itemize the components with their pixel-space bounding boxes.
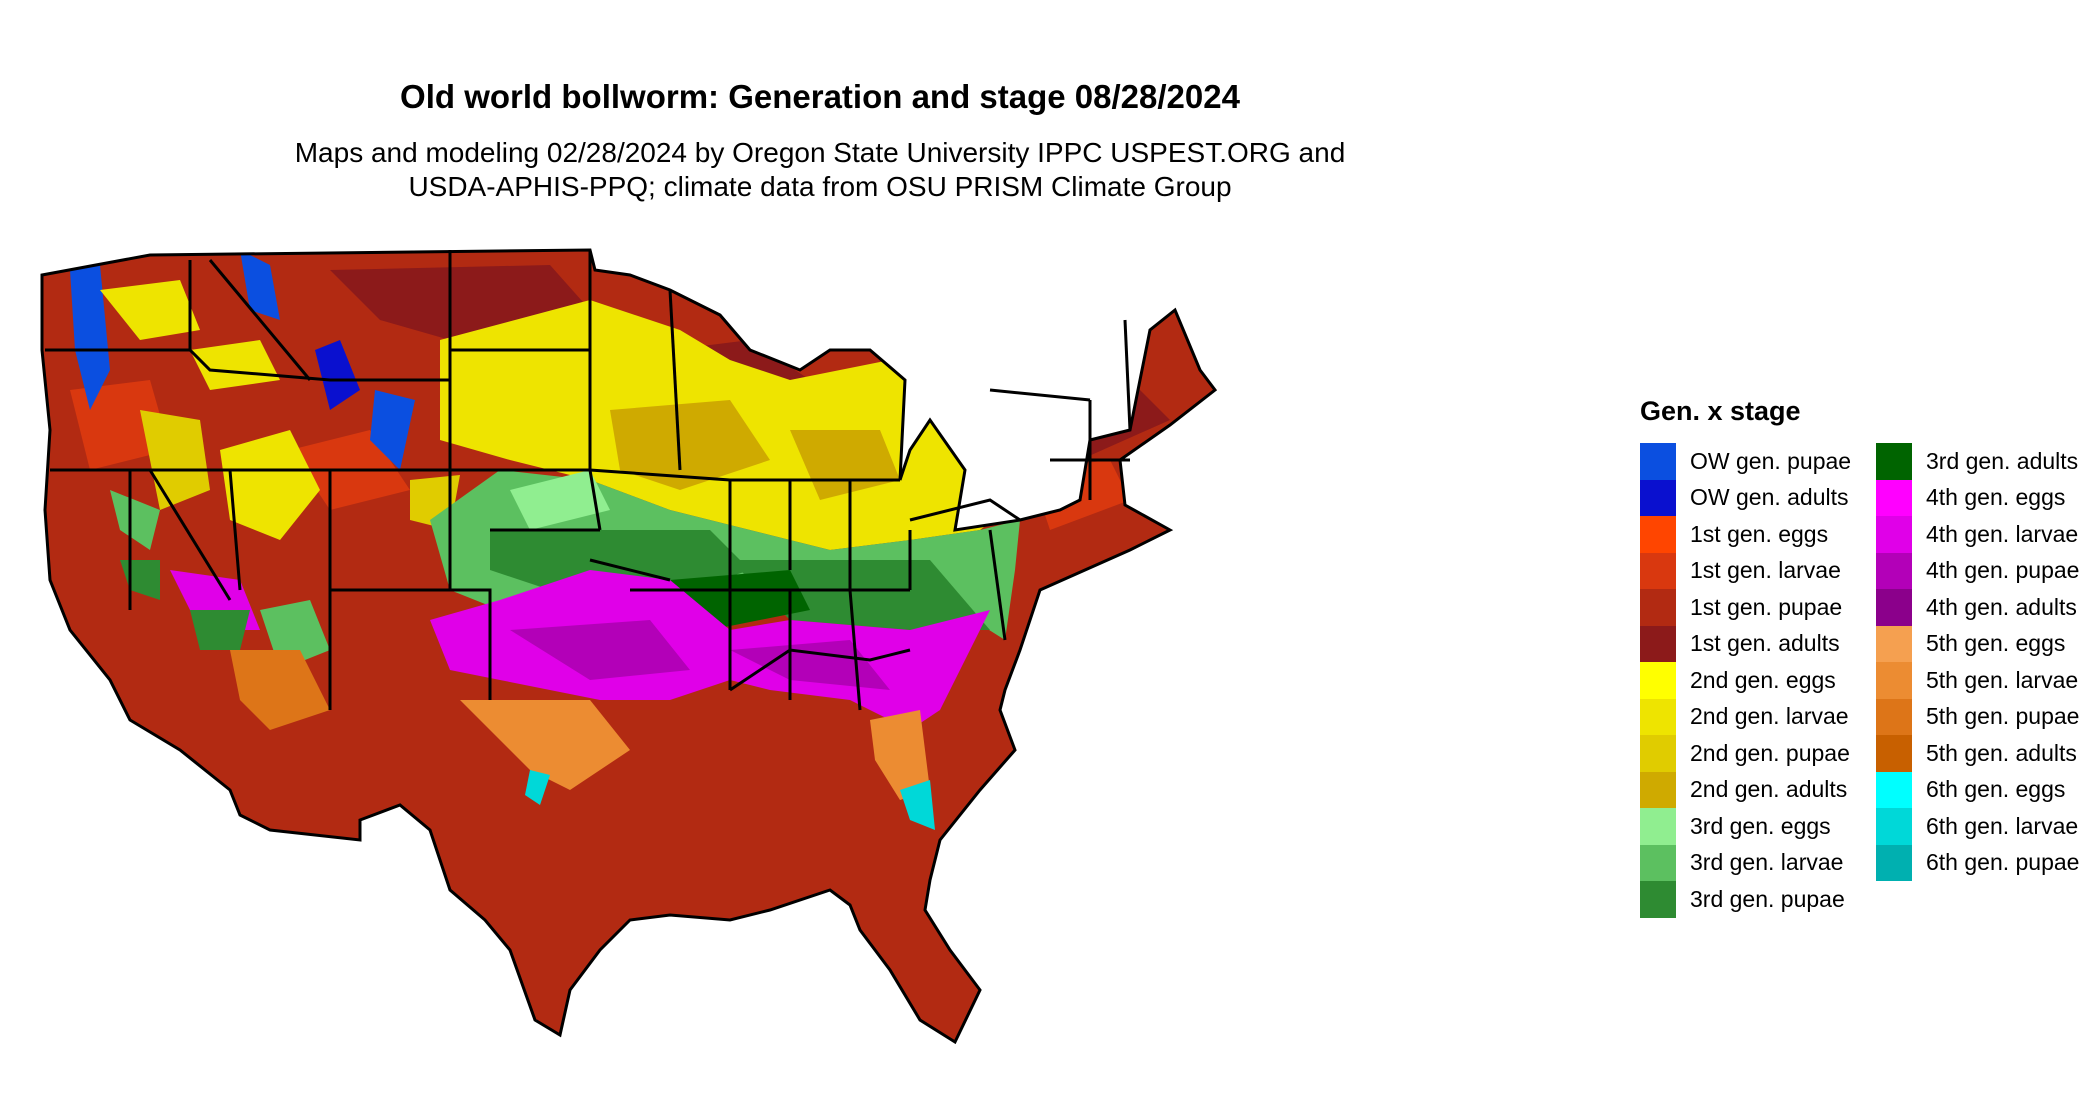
legend-item: 4th gen. adults <box>1876 589 2100 626</box>
legend: Gen. x stage OW gen. pupae OW gen. adults… <box>1640 396 2100 918</box>
legend-item: 2nd gen. adults <box>1640 771 1864 808</box>
legend-label: 6th gen. pupae <box>1926 849 2080 876</box>
legend-label: 5th gen. adults <box>1926 739 2077 766</box>
legend-swatch <box>1876 625 1912 662</box>
legend-column: 3rd gen. adults 4th gen. eggs 4th gen. lar… <box>1876 443 2100 918</box>
legend-item: 2nd gen. pupae <box>1640 735 1864 772</box>
legend-item: 5th gen. adults <box>1876 735 2100 772</box>
legend-item: 3rd gen. adults <box>1876 443 2100 480</box>
legend-label: 6th gen. eggs <box>1926 776 2066 803</box>
legend-swatch <box>1876 516 1912 553</box>
legend-label: 4th gen. eggs <box>1926 484 2066 511</box>
legend-swatch <box>1640 735 1676 772</box>
legend-swatch <box>1876 589 1912 626</box>
legend-column: OW gen. pupae OW gen. adults 1st gen. eggs… <box>1640 443 1864 918</box>
legend-label: 2nd gen. pupae <box>1690 739 1850 766</box>
legend-item: 6th gen. eggs <box>1876 771 2100 808</box>
legend-swatch <box>1640 516 1676 553</box>
legend-label: 5th gen. eggs <box>1926 630 2066 657</box>
legend-label: 6th gen. larvae <box>1926 812 2079 839</box>
us-map <box>30 230 1530 1110</box>
legend-swatch <box>1640 479 1676 516</box>
legend-item: 3rd gen. eggs <box>1640 808 1864 845</box>
legend-label: 2nd gen. eggs <box>1690 666 1836 693</box>
legend-swatch <box>1640 844 1676 881</box>
legend-swatch <box>1876 552 1912 589</box>
legend-swatch <box>1876 662 1912 699</box>
legend-item: 6th gen. larvae <box>1876 808 2100 845</box>
legend-label: 1st gen. larvae <box>1690 557 1841 584</box>
legend-item: 1st gen. adults <box>1640 625 1864 662</box>
legend-swatch <box>1876 479 1912 516</box>
legend-swatch <box>1640 662 1676 699</box>
legend-item: 4th gen. pupae <box>1876 552 2100 589</box>
legend-label: 4th gen. adults <box>1926 593 2077 620</box>
legend-label: 2nd gen. adults <box>1690 776 1848 803</box>
legend-item: 2nd gen. eggs <box>1640 662 1864 699</box>
legend-item: 5th gen. larvae <box>1876 662 2100 699</box>
legend-swatch <box>1640 589 1676 626</box>
legend-label: 1st gen. adults <box>1690 630 1840 657</box>
legend-swatch <box>1876 844 1912 881</box>
us-map-svg <box>40 248 1218 1045</box>
legend-item: 4th gen. larvae <box>1876 516 2100 553</box>
legend-label: 3rd gen. larvae <box>1690 849 1844 876</box>
legend-columns: OW gen. pupae OW gen. adults 1st gen. eggs… <box>1640 443 2100 918</box>
legend-swatch <box>1876 443 1912 480</box>
legend-swatch <box>1640 808 1676 845</box>
legend-item: 4th gen. eggs <box>1876 479 2100 516</box>
legend-label: OW gen. adults <box>1690 484 1849 511</box>
legend-swatch <box>1640 625 1676 662</box>
legend-item: 6th gen. pupae <box>1876 844 2100 881</box>
legend-swatch <box>1876 735 1912 772</box>
legend-item: 5th gen. pupae <box>1876 698 2100 735</box>
legend-swatch <box>1640 552 1676 589</box>
legend-label: OW gen. pupae <box>1690 447 1852 474</box>
map-title: Old world bollworm: Generation and stage… <box>400 78 1240 115</box>
legend-label: 2nd gen. larvae <box>1690 703 1849 730</box>
legend-label: 3rd gen. eggs <box>1690 812 1831 839</box>
legend-item: 3rd gen. pupae <box>1640 881 1864 918</box>
legend-item: 3rd gen. larvae <box>1640 844 1864 881</box>
legend-item: 5th gen. eggs <box>1876 625 2100 662</box>
legend-swatch <box>1876 771 1912 808</box>
legend-label: 1st gen. pupae <box>1690 593 1843 620</box>
legend-title: Gen. x stage <box>1640 396 1801 426</box>
legend-label: 4th gen. pupae <box>1926 557 2080 584</box>
legend-label: 3rd gen. adults <box>1926 447 2079 474</box>
legend-label: 4th gen. larvae <box>1926 520 2079 547</box>
legend-label: 3rd gen. pupae <box>1690 885 1845 912</box>
legend-item: 1st gen. larvae <box>1640 552 1864 589</box>
legend-label: 5th gen. pupae <box>1926 703 2080 730</box>
legend-label: 1st gen. eggs <box>1690 520 1829 547</box>
legend-item: 1st gen. eggs <box>1640 516 1864 553</box>
legend-swatch <box>1640 771 1676 808</box>
legend-item: 2nd gen. larvae <box>1640 698 1864 735</box>
subtitle-line-2: USDA-APHIS-PPQ; climate data from OSU PR… <box>408 171 1232 202</box>
state-borders <box>40 248 1218 1045</box>
subtitle-line-1: Maps and modeling 02/28/2024 by Oregon S… <box>294 137 1346 168</box>
legend-swatch <box>1640 443 1676 480</box>
map-subtitle: Maps and modeling 02/28/2024 by Oregon S… <box>0 136 1640 204</box>
legend-item: OW gen. adults <box>1640 479 1864 516</box>
legend-item: OW gen. pupae <box>1640 443 1864 480</box>
legend-swatch <box>1640 881 1676 918</box>
legend-swatch <box>1640 698 1676 735</box>
legend-swatch <box>1876 698 1912 735</box>
legend-swatch <box>1876 808 1912 845</box>
legend-label: 5th gen. larvae <box>1926 666 2079 693</box>
legend-item: 1st gen. pupae <box>1640 589 1864 626</box>
